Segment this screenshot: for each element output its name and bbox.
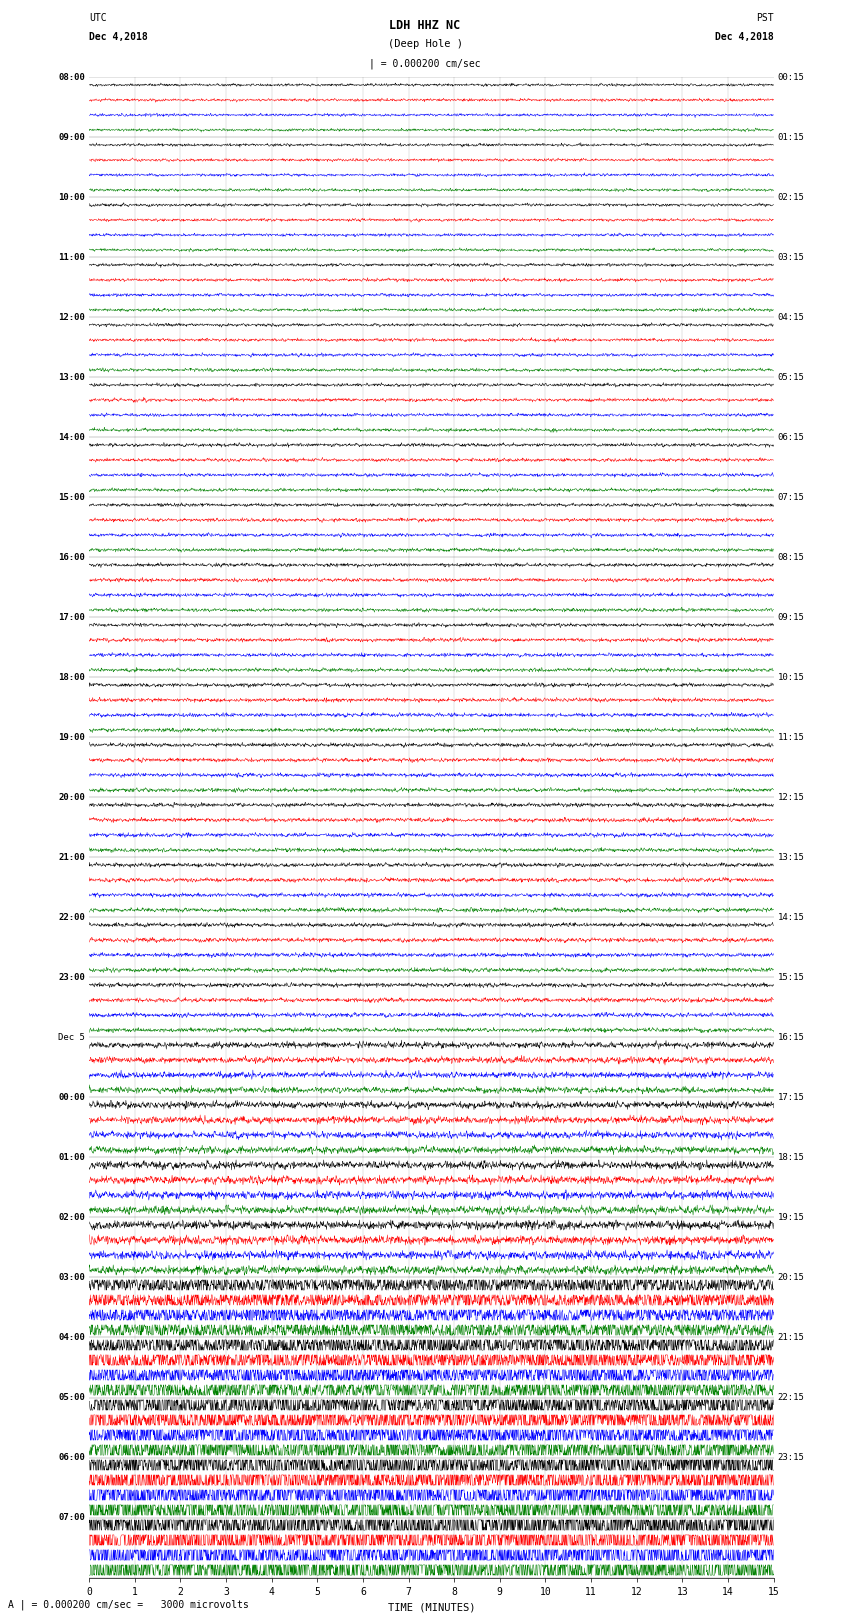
- Text: 01:00: 01:00: [58, 1153, 85, 1161]
- Text: 02:00: 02:00: [58, 1213, 85, 1223]
- Text: 13:00: 13:00: [58, 373, 85, 382]
- Text: 15:15: 15:15: [778, 973, 805, 982]
- Text: 20:15: 20:15: [778, 1273, 805, 1282]
- Text: 11:15: 11:15: [778, 732, 805, 742]
- Text: 05:00: 05:00: [58, 1394, 85, 1402]
- Text: 10:15: 10:15: [778, 673, 805, 682]
- Text: 19:00: 19:00: [58, 732, 85, 742]
- Text: 16:15: 16:15: [778, 1032, 805, 1042]
- Text: 11:00: 11:00: [58, 253, 85, 261]
- Text: 08:00: 08:00: [58, 73, 85, 82]
- Text: 18:15: 18:15: [778, 1153, 805, 1161]
- Text: (Deep Hole ): (Deep Hole ): [388, 39, 462, 48]
- Text: 07:15: 07:15: [778, 494, 805, 502]
- Text: 22:15: 22:15: [778, 1394, 805, 1402]
- Text: 19:15: 19:15: [778, 1213, 805, 1223]
- Text: 04:00: 04:00: [58, 1332, 85, 1342]
- Text: 15:00: 15:00: [58, 494, 85, 502]
- Text: 03:15: 03:15: [778, 253, 805, 261]
- Text: 09:00: 09:00: [58, 132, 85, 142]
- Text: 17:15: 17:15: [778, 1094, 805, 1102]
- Text: 17:00: 17:00: [58, 613, 85, 623]
- Text: Dec 4,2018: Dec 4,2018: [715, 32, 774, 42]
- X-axis label: TIME (MINUTES): TIME (MINUTES): [388, 1602, 475, 1611]
- Text: 04:15: 04:15: [778, 313, 805, 323]
- Text: 10:00: 10:00: [58, 194, 85, 202]
- Text: 13:15: 13:15: [778, 853, 805, 861]
- Text: 14:00: 14:00: [58, 432, 85, 442]
- Text: 09:15: 09:15: [778, 613, 805, 623]
- Text: 23:00: 23:00: [58, 973, 85, 982]
- Text: LDH HHZ NC: LDH HHZ NC: [389, 19, 461, 32]
- Text: PST: PST: [756, 13, 774, 23]
- Text: | = 0.000200 cm/sec: | = 0.000200 cm/sec: [369, 58, 481, 69]
- Text: 08:15: 08:15: [778, 553, 805, 561]
- Text: 23:15: 23:15: [778, 1453, 805, 1461]
- Text: 20:00: 20:00: [58, 794, 85, 802]
- Text: 22:00: 22:00: [58, 913, 85, 923]
- Text: 06:15: 06:15: [778, 432, 805, 442]
- Text: 18:00: 18:00: [58, 673, 85, 682]
- Text: 07:00: 07:00: [58, 1513, 85, 1523]
- Text: 01:15: 01:15: [778, 132, 805, 142]
- Text: 21:00: 21:00: [58, 853, 85, 861]
- Text: 16:00: 16:00: [58, 553, 85, 561]
- Text: Dec 5: Dec 5: [58, 1032, 85, 1042]
- Text: 05:15: 05:15: [778, 373, 805, 382]
- Text: 12:00: 12:00: [58, 313, 85, 323]
- Text: Dec 4,2018: Dec 4,2018: [89, 32, 148, 42]
- Text: 12:15: 12:15: [778, 794, 805, 802]
- Text: 06:00: 06:00: [58, 1453, 85, 1461]
- Text: 00:15: 00:15: [778, 73, 805, 82]
- Text: 21:15: 21:15: [778, 1332, 805, 1342]
- Text: 03:00: 03:00: [58, 1273, 85, 1282]
- Text: 00:00: 00:00: [58, 1094, 85, 1102]
- Text: A | = 0.000200 cm/sec =   3000 microvolts: A | = 0.000200 cm/sec = 3000 microvolts: [8, 1598, 249, 1610]
- Text: 02:15: 02:15: [778, 194, 805, 202]
- Text: 14:15: 14:15: [778, 913, 805, 923]
- Text: UTC: UTC: [89, 13, 107, 23]
